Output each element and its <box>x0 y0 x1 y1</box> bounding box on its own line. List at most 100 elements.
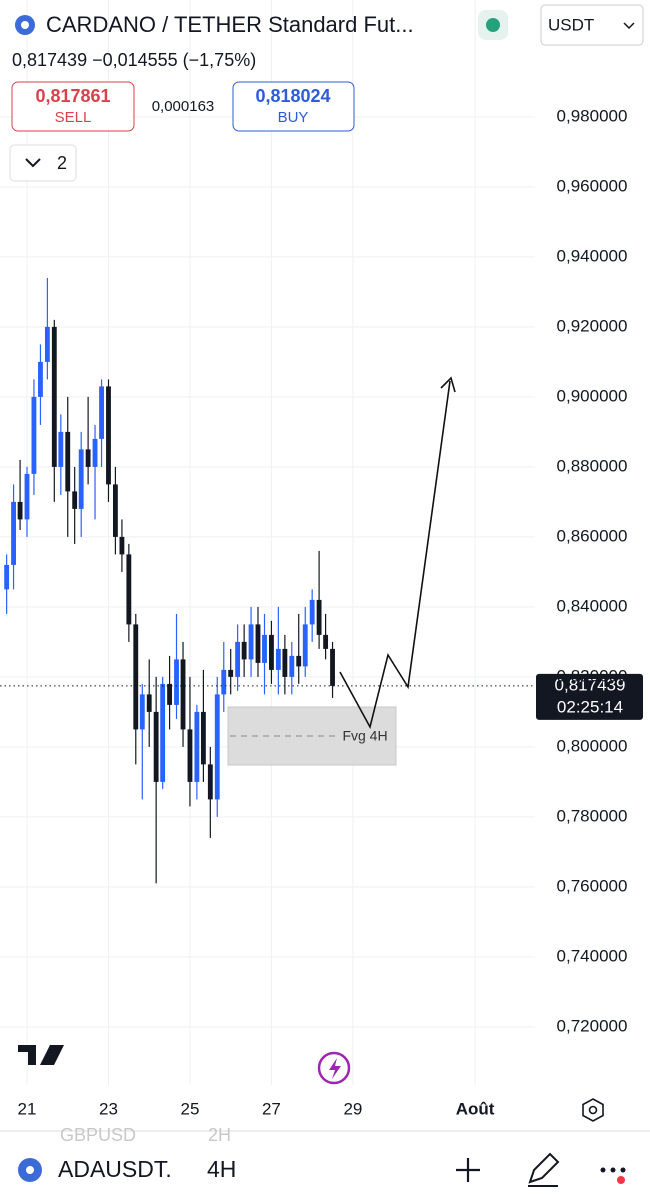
candle-body <box>85 449 91 467</box>
candle-body <box>323 634 329 649</box>
buy-price: 0,818024 <box>255 86 330 106</box>
y-tick-label: 0,720000 <box>557 1016 628 1035</box>
candle-body <box>11 501 16 565</box>
projection-arrowhead <box>440 376 456 393</box>
y-tick-label: 0,920000 <box>557 316 628 335</box>
candle-body <box>153 711 159 782</box>
more-dot[interactable] <box>620 1167 626 1173</box>
candle-body <box>51 326 57 467</box>
cardano-icon-dot <box>21 21 29 29</box>
tradingview-logo <box>18 1045 64 1065</box>
candle-body <box>146 694 152 712</box>
candle-body <box>174 659 179 705</box>
candle-body <box>31 396 37 474</box>
candle-body <box>221 669 227 695</box>
footer-symbol-icon-dot <box>26 1166 34 1174</box>
candle-body <box>78 449 84 509</box>
candle-body <box>269 634 274 670</box>
sell-price: 0,817861 <box>35 86 110 106</box>
candle-body <box>99 386 104 439</box>
footer-interval[interactable]: 4H <box>207 1156 236 1182</box>
candle-body <box>139 694 145 730</box>
candle-body <box>282 648 288 677</box>
candle-body <box>58 431 64 467</box>
candle-body <box>309 599 315 625</box>
buy-label: BUY <box>278 109 309 126</box>
y-tick-label: 0,780000 <box>557 806 628 825</box>
candle-body <box>228 669 234 677</box>
y-tick-label: 0,840000 <box>557 596 628 615</box>
candle-body <box>112 484 118 537</box>
spread: 0,000163 <box>152 98 215 115</box>
x-tick-label: 23 <box>99 1099 118 1118</box>
draw-button[interactable] <box>528 1152 560 1187</box>
indicators-count: 2 <box>57 153 67 173</box>
x-tick-label: 25 <box>180 1099 199 1118</box>
candle-body <box>180 659 186 730</box>
y-tick-label: 0,980000 <box>557 106 628 125</box>
fvg-label: Fvg 4H <box>342 728 387 744</box>
candle-body <box>160 683 166 782</box>
x-tick-label: Août <box>456 1099 495 1118</box>
sell-label: SELL <box>55 109 92 126</box>
price-line: 0,817439 −0,014555 (−1,75%) <box>12 50 256 70</box>
sell-button[interactable] <box>11 81 135 132</box>
candle-body <box>200 711 206 765</box>
candle-body <box>194 711 200 782</box>
notification-dot <box>617 1176 625 1184</box>
candle-body <box>316 599 322 635</box>
candle-body <box>248 624 254 660</box>
candle-body <box>72 491 78 509</box>
replay-icon <box>329 1058 341 1079</box>
y-tick-label: 0,800000 <box>557 736 628 755</box>
candle-body <box>262 634 267 663</box>
y-tick-label: 0,940000 <box>557 246 628 265</box>
candles <box>4 277 335 884</box>
candle-body <box>296 655 302 667</box>
candle-body <box>207 764 213 800</box>
y-tick-label: 0,760000 <box>557 876 628 895</box>
x-tick-label: 29 <box>343 1099 362 1118</box>
candle-body <box>44 326 50 362</box>
indicators-toggle[interactable] <box>9 144 77 182</box>
behind-symbol: GBPUSD <box>60 1125 136 1145</box>
y-tick-label: 0,880000 <box>557 456 628 475</box>
more-dot[interactable] <box>600 1167 606 1173</box>
overlay: 0,817439 02:25:14 <box>0 673 643 720</box>
currency-chevron <box>623 22 635 30</box>
settings-button[interactable] <box>582 1098 604 1122</box>
indicators-chevron <box>25 158 41 168</box>
candle-body <box>4 564 10 590</box>
countdown: 02:25:14 <box>557 697 623 716</box>
candle-body <box>38 361 43 397</box>
more-dot[interactable] <box>610 1167 616 1173</box>
candle-body <box>255 624 261 663</box>
candle-body <box>214 694 220 800</box>
candle-body <box>65 431 71 492</box>
last-price-label: 0,817439 <box>555 675 626 694</box>
y-tick-label: 0,900000 <box>557 386 628 405</box>
behind-interval: 2H <box>208 1125 231 1145</box>
candle-body <box>133 624 139 730</box>
buy-button[interactable] <box>232 81 355 132</box>
candle-body <box>302 624 308 667</box>
candle-body <box>119 536 125 555</box>
candle-body <box>330 648 335 686</box>
y-tick-label: 0,860000 <box>557 526 628 545</box>
candle-body <box>17 501 23 520</box>
currency-select[interactable] <box>540 4 644 46</box>
currency-label: USDT <box>548 15 594 34</box>
add-button[interactable] <box>456 1158 480 1182</box>
candle-body <box>187 729 193 782</box>
symbol-title[interactable]: CARDANO / TETHER Standard Fut... <box>46 12 414 37</box>
projection-path <box>339 380 451 730</box>
y-tick-label: 0,820000 <box>557 666 628 685</box>
footer-symbol[interactable]: ADAUSDT. <box>58 1156 172 1182</box>
x-tick-label: 21 <box>18 1099 37 1118</box>
candle-body <box>126 554 132 625</box>
candle-body <box>106 386 111 485</box>
settings-icon <box>588 1105 598 1115</box>
